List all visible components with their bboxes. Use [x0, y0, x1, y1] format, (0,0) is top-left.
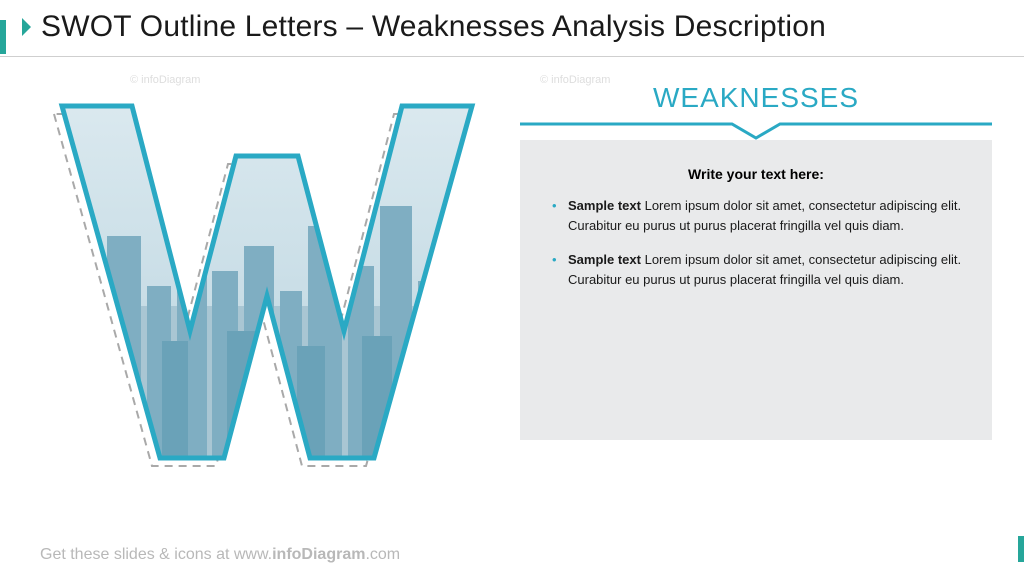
title-chevron-icon [22, 18, 31, 36]
list-item: Sample text Lorem ipsum dolor sit amet, … [550, 250, 962, 290]
content-area: WEAKNESSES Write your text here: Sample … [520, 82, 992, 440]
slide-title: SWOT Outline Letters – Weaknesses Analys… [41, 10, 826, 44]
footer-pre: Get these slides & icons at www. [40, 546, 272, 563]
footer-post: .com [365, 546, 400, 563]
text-panel: Write your text here: Sample text Lorem … [520, 140, 992, 440]
letter-fill-city [52, 96, 482, 468]
accent-bar-left [0, 20, 6, 54]
bullet-list: Sample text Lorem ipsum dolor sit amet, … [550, 196, 962, 291]
chevron-divider [520, 122, 992, 140]
chevron-line [520, 124, 992, 138]
footer-attribution: Get these slides & icons at www.infoDiag… [40, 546, 400, 564]
list-item: Sample text Lorem ipsum dolor sit amet, … [550, 196, 962, 236]
accent-bar-right [1018, 536, 1024, 562]
bullet-lead: Sample text [568, 252, 641, 267]
letter-graphic [52, 96, 482, 468]
title-underline [0, 56, 1024, 57]
watermark: © infoDiagram [130, 74, 200, 86]
bullet-lead: Sample text [568, 198, 641, 213]
title-row: SWOT Outline Letters – Weaknesses Analys… [22, 10, 1004, 44]
panel-heading: Write your text here: [550, 166, 962, 182]
footer-bold: infoDiagram [272, 546, 365, 563]
slide: SWOT Outline Letters – Weaknesses Analys… [0, 0, 1024, 576]
eyebrow-title: WEAKNESSES [520, 82, 992, 114]
letter-main [52, 96, 482, 468]
